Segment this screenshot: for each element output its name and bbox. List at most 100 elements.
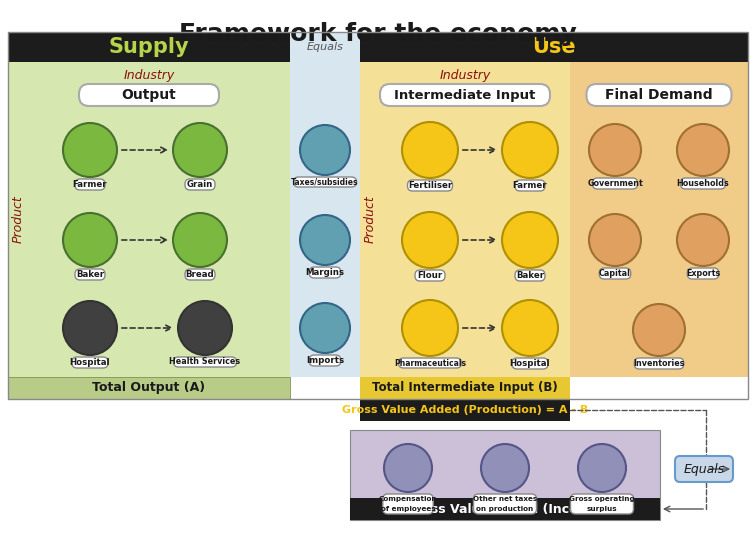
FancyBboxPatch shape xyxy=(515,180,545,191)
FancyBboxPatch shape xyxy=(399,358,462,368)
Text: Flour: Flour xyxy=(417,271,443,280)
Bar xyxy=(360,377,570,399)
Bar xyxy=(350,430,660,520)
Text: Framework for the economy: Framework for the economy xyxy=(179,22,577,46)
Text: Product: Product xyxy=(363,196,377,243)
Text: Baker: Baker xyxy=(516,271,544,280)
FancyBboxPatch shape xyxy=(587,84,732,106)
Bar xyxy=(360,62,570,421)
Bar xyxy=(570,62,748,377)
Circle shape xyxy=(402,300,458,356)
FancyBboxPatch shape xyxy=(72,357,108,368)
Circle shape xyxy=(502,122,558,178)
FancyBboxPatch shape xyxy=(515,270,545,281)
Text: Pharmaceuticals: Pharmaceuticals xyxy=(394,358,466,368)
Bar xyxy=(8,377,290,399)
Bar xyxy=(8,32,748,62)
Circle shape xyxy=(63,123,117,177)
Circle shape xyxy=(589,124,641,176)
Circle shape xyxy=(633,304,685,356)
FancyBboxPatch shape xyxy=(75,269,105,280)
Circle shape xyxy=(384,444,432,492)
Text: surplus: surplus xyxy=(587,506,617,512)
Circle shape xyxy=(402,212,458,268)
Text: Gross Value Added (Production) = A - B: Gross Value Added (Production) = A - B xyxy=(342,405,588,415)
Text: Total Output (A): Total Output (A) xyxy=(92,381,205,394)
Text: Capital: Capital xyxy=(599,269,631,278)
Circle shape xyxy=(173,213,227,267)
Text: Grain: Grain xyxy=(187,180,213,189)
Circle shape xyxy=(178,301,232,355)
Text: Inventories: Inventories xyxy=(633,359,685,368)
Circle shape xyxy=(677,214,729,266)
Bar xyxy=(290,32,360,62)
Text: Exports: Exports xyxy=(686,269,720,278)
Text: Hospital: Hospital xyxy=(70,358,111,367)
Text: Taxes/subsidies: Taxes/subsidies xyxy=(291,177,359,187)
Text: Gross operating: Gross operating xyxy=(569,496,635,502)
FancyBboxPatch shape xyxy=(687,268,719,279)
Circle shape xyxy=(300,303,350,353)
FancyBboxPatch shape xyxy=(293,177,356,187)
Text: Imports: Imports xyxy=(306,356,344,365)
Text: Farmer: Farmer xyxy=(513,181,547,190)
Text: Output: Output xyxy=(122,88,177,102)
Text: Compensation: Compensation xyxy=(379,496,438,502)
FancyBboxPatch shape xyxy=(75,179,105,190)
FancyBboxPatch shape xyxy=(174,357,236,367)
FancyBboxPatch shape xyxy=(474,494,536,514)
FancyBboxPatch shape xyxy=(681,178,726,189)
Text: Bread: Bread xyxy=(186,270,214,279)
Text: Households: Households xyxy=(677,179,729,188)
Circle shape xyxy=(402,122,458,178)
Text: Health Services: Health Services xyxy=(169,358,241,366)
Text: Other net taxes: Other net taxes xyxy=(473,496,537,502)
FancyBboxPatch shape xyxy=(408,180,453,191)
FancyBboxPatch shape xyxy=(309,355,341,366)
Text: Equals: Equals xyxy=(684,463,725,475)
Bar xyxy=(8,32,748,399)
FancyBboxPatch shape xyxy=(675,456,733,482)
Circle shape xyxy=(589,214,641,266)
FancyBboxPatch shape xyxy=(380,84,550,106)
FancyBboxPatch shape xyxy=(309,267,341,278)
FancyBboxPatch shape xyxy=(185,179,215,190)
Circle shape xyxy=(677,124,729,176)
Text: Total Intermediate Input (B): Total Intermediate Input (B) xyxy=(372,381,558,394)
FancyBboxPatch shape xyxy=(512,358,548,369)
FancyBboxPatch shape xyxy=(415,270,445,281)
FancyBboxPatch shape xyxy=(599,268,631,279)
FancyBboxPatch shape xyxy=(383,494,433,514)
Text: Government: Government xyxy=(587,179,643,188)
Circle shape xyxy=(300,125,350,175)
Text: on production: on production xyxy=(476,506,534,512)
Text: Gross Value Added (Income): Gross Value Added (Income) xyxy=(405,503,605,515)
Text: of employees: of employees xyxy=(381,506,435,512)
Circle shape xyxy=(481,444,529,492)
Text: Industry: Industry xyxy=(439,69,490,83)
FancyBboxPatch shape xyxy=(185,269,215,280)
FancyBboxPatch shape xyxy=(593,178,638,189)
FancyBboxPatch shape xyxy=(79,84,219,106)
Text: Product: Product xyxy=(11,196,25,243)
FancyBboxPatch shape xyxy=(634,358,684,369)
Text: Final Demand: Final Demand xyxy=(605,88,713,102)
Text: Industry: Industry xyxy=(123,69,174,83)
Text: Use: Use xyxy=(532,37,576,57)
Bar xyxy=(350,498,660,520)
Text: Farmer: Farmer xyxy=(73,180,108,189)
Circle shape xyxy=(502,212,558,268)
Text: Baker: Baker xyxy=(76,270,104,279)
Circle shape xyxy=(300,215,350,265)
Circle shape xyxy=(578,444,626,492)
Text: Intermediate Input: Intermediate Input xyxy=(394,89,535,102)
FancyBboxPatch shape xyxy=(571,494,633,514)
Text: Fertiliser: Fertiliser xyxy=(408,181,452,190)
Circle shape xyxy=(502,300,558,356)
Text: Equals: Equals xyxy=(307,42,344,52)
Text: Hospital: Hospital xyxy=(510,359,550,368)
Circle shape xyxy=(63,213,117,267)
Text: Supply: Supply xyxy=(109,37,190,57)
Circle shape xyxy=(173,123,227,177)
Bar xyxy=(290,62,360,377)
